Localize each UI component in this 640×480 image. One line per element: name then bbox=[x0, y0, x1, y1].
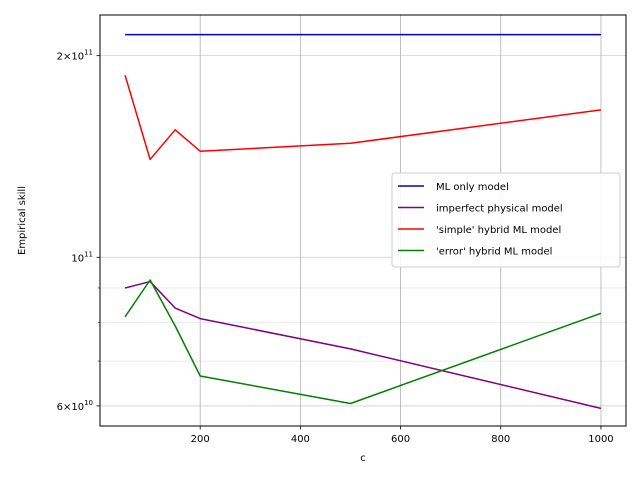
y-axis: 6×1010 1011 2×1011 bbox=[57, 49, 100, 413]
series-line-3 bbox=[124, 74, 602, 161]
y-tick-label: 6×1010 bbox=[57, 399, 93, 413]
legend-label: imperfect physical model bbox=[436, 204, 563, 215]
x-tick-label: 200 bbox=[191, 434, 210, 445]
legend-label: 'simple' hybrid ML model bbox=[436, 225, 561, 236]
x-tick-label: 600 bbox=[391, 434, 410, 445]
x-tick-label: 400 bbox=[291, 434, 310, 445]
x-tick-label: 1000 bbox=[588, 434, 613, 445]
y-tick-label: 1011 bbox=[71, 250, 93, 264]
legend-label: ML only model bbox=[436, 182, 509, 193]
series-line-4 bbox=[124, 279, 602, 405]
plot-frame bbox=[99, 14, 627, 427]
x-axis-label: c bbox=[360, 453, 366, 464]
series-lines bbox=[124, 33, 602, 410]
legend-box bbox=[391, 172, 621, 268]
x-tick-label: 800 bbox=[491, 434, 510, 445]
y-tick-label: 2×1011 bbox=[57, 49, 93, 63]
legend-label: 'error' hybrid ML model bbox=[436, 247, 552, 258]
y-axis-label: Empirical skill bbox=[17, 186, 28, 255]
legend: ML only model imperfect physical model 'si… bbox=[391, 172, 621, 268]
series-line-2 bbox=[124, 280, 602, 410]
x-axis: 200 400 600 800 1000 bbox=[191, 426, 614, 445]
